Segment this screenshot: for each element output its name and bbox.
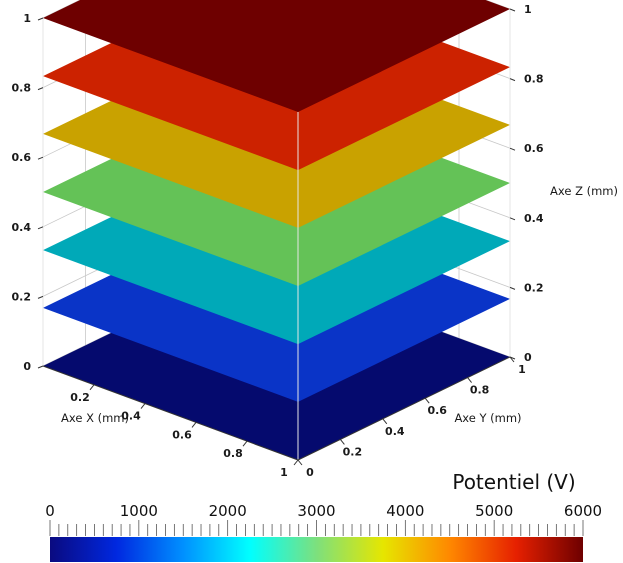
x-tick-mark bbox=[242, 440, 248, 447]
z-tick-mark bbox=[37, 156, 44, 160]
z-tick-label-left: 0.6 bbox=[12, 151, 32, 164]
y-tick-mark bbox=[509, 356, 515, 363]
y-axis-title: Axe Y (mm) bbox=[454, 411, 521, 425]
z-tick-label-right: 0.8 bbox=[524, 73, 544, 86]
colorbar-tick-label: 5000 bbox=[475, 502, 513, 520]
x-axis-title: Axe X (mm) bbox=[61, 411, 129, 425]
colorbar-title: Potentiel (V) bbox=[452, 470, 575, 494]
x-tick-label: 0.2 bbox=[70, 391, 90, 404]
z-axis-ticks-left: 0 0.2 0.4 0.6 0.8 1 bbox=[12, 12, 44, 373]
z-tick-label-left: 1 bbox=[23, 12, 31, 25]
x-tick-label: 0.6 bbox=[172, 428, 192, 441]
y-tick-label: 0 bbox=[306, 466, 314, 479]
y-tick-label: 1 bbox=[518, 363, 526, 376]
colorbar-tick-label: 3000 bbox=[297, 502, 335, 520]
z-tick-mark bbox=[509, 78, 516, 82]
x-tick-mark bbox=[191, 422, 197, 428]
z-tick-mark bbox=[37, 365, 44, 369]
y-axis-ticks: 0 0.2 0.4 0.6 0.8 1 bbox=[297, 356, 526, 479]
x-tick-label: 0.4 bbox=[121, 410, 141, 423]
colorbar-tick-label: 0 bbox=[45, 502, 55, 520]
z-axis-title: Axe Z (mm) bbox=[550, 184, 618, 198]
z-tick-mark bbox=[509, 8, 516, 12]
y-tick-mark bbox=[340, 439, 345, 445]
z-tick-mark bbox=[509, 286, 516, 290]
z-tick-label-left: 0.4 bbox=[12, 221, 32, 234]
x-tick-mark bbox=[293, 459, 299, 466]
x-axis-ticks: 0.2 0.4 0.6 0.8 1 bbox=[70, 384, 299, 479]
y-tick-label: 0.2 bbox=[343, 445, 363, 458]
x-tick-mark bbox=[140, 403, 146, 409]
z-tick-label-left: 0 bbox=[23, 360, 31, 373]
y-tick-label: 0.8 bbox=[470, 384, 490, 397]
y-tick-label: 0.6 bbox=[427, 404, 447, 417]
z-tick-label-right: 1 bbox=[524, 3, 532, 16]
colorbar-tick-label: 2000 bbox=[209, 502, 247, 520]
colorbar-tick-labels: 0 1000 2000 3000 4000 5000 6000 bbox=[45, 502, 602, 520]
z-tick-label-right: 0 bbox=[524, 351, 532, 364]
x-tick-label: 0.8 bbox=[223, 447, 243, 460]
z-tick-label-left: 0.8 bbox=[12, 82, 32, 95]
z-tick-label-right: 0.4 bbox=[524, 212, 544, 225]
colorbar-tick-label: 4000 bbox=[386, 502, 424, 520]
z-tick-label-right: 0.2 bbox=[524, 281, 544, 294]
colorbar-tick-label: 6000 bbox=[564, 502, 602, 520]
y-tick-mark bbox=[467, 377, 472, 383]
x-tick-label: 1 bbox=[280, 466, 288, 479]
front-gridlines bbox=[42, 9, 511, 461]
y-tick-mark bbox=[424, 397, 430, 404]
x-axis-line bbox=[42, 365, 299, 461]
z-tick-label-left: 0.2 bbox=[12, 290, 32, 303]
y-tick-label: 0.4 bbox=[385, 425, 405, 438]
y-tick-mark bbox=[297, 459, 303, 466]
y-tick-mark bbox=[382, 418, 388, 425]
x-tick-mark bbox=[89, 384, 95, 391]
potential-plane-6000 bbox=[43, 0, 510, 112]
z-tick-mark bbox=[37, 295, 44, 299]
colorbar-minor-ticks bbox=[49, 520, 584, 536]
colorbar bbox=[50, 537, 583, 562]
z-tick-mark bbox=[509, 147, 516, 151]
y-axis-line bbox=[297, 356, 511, 461]
z-tick-mark bbox=[509, 217, 516, 221]
z-tick-mark bbox=[37, 87, 44, 91]
z-tick-mark bbox=[37, 17, 44, 21]
potential-planes bbox=[43, 0, 510, 460]
colorbar-tick-label: 1000 bbox=[120, 502, 158, 520]
z-axis-ticks-right: 0 0.2 0.4 0.6 0.8 1 bbox=[509, 3, 544, 364]
z-tick-mark bbox=[37, 226, 44, 230]
z-tick-label-right: 0.6 bbox=[524, 142, 544, 155]
